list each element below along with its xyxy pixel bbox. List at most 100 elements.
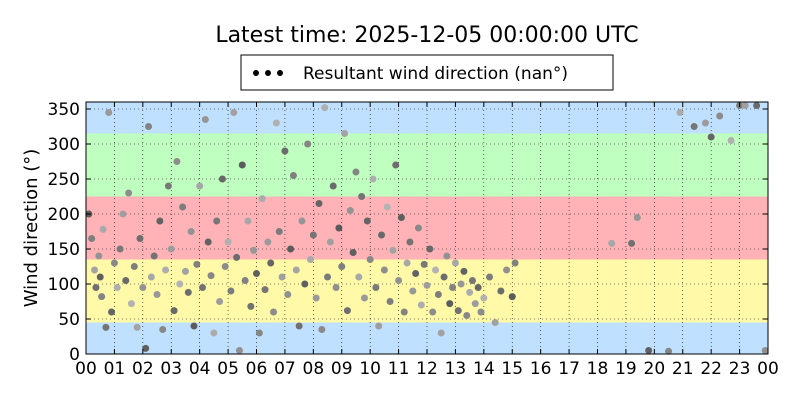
wind-direction-point <box>454 307 462 315</box>
wind-direction-point <box>267 259 275 267</box>
wind-direction-point <box>258 195 266 203</box>
wind-direction-point <box>142 344 150 352</box>
wind-direction-point <box>463 312 471 319</box>
x-tick-label: 02 <box>132 359 154 379</box>
wind-direction-point <box>508 293 516 301</box>
wind-direction-point <box>184 288 192 296</box>
x-tick-label: 07 <box>274 359 296 379</box>
wind-direction-point <box>255 329 263 337</box>
wind-direction-point <box>102 323 110 331</box>
legend-marker-dot <box>265 70 271 76</box>
direction-bands <box>86 102 768 354</box>
wind-direction-point <box>372 284 380 291</box>
wind-direction-point <box>306 256 314 263</box>
wind-direction-point <box>88 235 96 242</box>
wind-direction-point <box>329 182 337 190</box>
wind-direction-point <box>417 301 425 309</box>
wind-direction-point <box>645 347 653 354</box>
legend-marker-dot <box>253 70 259 76</box>
wind-direction-point <box>235 347 243 354</box>
wind-direction-point <box>110 259 118 267</box>
wind-direction-point <box>701 119 709 127</box>
wind-direction-point <box>99 225 107 233</box>
wind-direction-point <box>491 319 499 326</box>
y-tick-label: 100 <box>48 275 80 295</box>
wind-direction-point <box>224 238 232 246</box>
wind-direction-point <box>477 308 485 316</box>
x-tick-label: 09 <box>331 359 353 379</box>
wind-direction-point <box>633 214 641 221</box>
x-tick-label: 13 <box>445 359 467 379</box>
wind-direction-point <box>247 302 255 310</box>
x-tick-label: 22 <box>700 359 722 379</box>
wind-direction-point <box>451 259 459 267</box>
y-tick-label: 150 <box>48 240 80 260</box>
wind-direction-point <box>346 207 354 214</box>
x-tick-label: 21 <box>672 359 694 379</box>
wind-direction-point <box>281 147 289 155</box>
wind-direction-point <box>326 238 334 246</box>
x-tick-label: 12 <box>416 359 438 379</box>
wind-direction-point <box>270 308 278 316</box>
x-tick-label: 11 <box>388 359 410 379</box>
x-tick-label: 18 <box>587 359 609 379</box>
wind-direction-point <box>332 284 340 291</box>
wind-direction-point <box>130 263 138 270</box>
wind-direction-point <box>429 308 437 316</box>
wind-direction-point <box>503 266 511 274</box>
wind-direction-point <box>298 217 306 225</box>
wind-direction-point <box>295 322 303 330</box>
x-tick-label: 20 <box>644 359 666 379</box>
x-tick-label: 14 <box>473 359 495 379</box>
wind-direction-point <box>665 347 673 355</box>
wind-direction-point <box>397 214 405 221</box>
wind-direction-point <box>216 298 224 305</box>
wind-direction-point <box>244 217 252 225</box>
wind-direction-point <box>363 217 371 225</box>
x-tick-label: 23 <box>729 359 751 379</box>
wind-direction-point <box>423 281 431 289</box>
y-tick-label: 50 <box>58 310 80 330</box>
wind-direction-point <box>221 263 229 270</box>
x-axis-ticks: 00 01 02 03 04 05 06 07 08 09 10 11 12 13 14 15 16 17 18 19… <box>75 102 779 379</box>
wind-direction-point <box>312 294 320 302</box>
x-tick-label: 17 <box>558 359 580 379</box>
wind-direction-point <box>309 231 317 239</box>
x-tick-label: 10 <box>359 359 381 379</box>
wind-direction-point <box>349 249 357 256</box>
wind-direction-point <box>196 182 204 190</box>
wind-direction-point <box>98 293 106 301</box>
wind-direction-point <box>261 286 269 294</box>
wind-direction-point <box>409 287 417 295</box>
x-tick-label: 16 <box>530 359 552 379</box>
wind-direction-point <box>468 277 476 284</box>
wind-direction-point <box>420 260 428 268</box>
wind-direction-point <box>375 322 383 330</box>
wind-direction-point <box>272 119 280 127</box>
chart-title: Latest time: 2025-12-05 00:00:00 UTC <box>215 23 638 48</box>
wind-direction-point <box>96 273 104 281</box>
wind-direction-point <box>480 294 488 302</box>
wind-direction-point <box>321 104 329 112</box>
y-tick-label: 250 <box>48 170 80 190</box>
wind-direction-point <box>230 109 238 116</box>
wind-direction-point <box>406 238 414 246</box>
wind-direction-point <box>238 161 246 169</box>
wind-direction-point <box>156 217 164 225</box>
legend: Resultant wind direction (nan°) <box>240 54 614 91</box>
wind-direction-point <box>471 300 479 308</box>
wind-direction-point <box>352 168 360 176</box>
wind-direction-point <box>92 284 100 291</box>
wind-direction-point <box>122 277 130 284</box>
wind-direction-point <box>741 102 749 109</box>
wind-direction-point <box>227 287 235 295</box>
wind-direction-point <box>150 252 158 260</box>
legend-box <box>240 54 614 91</box>
wind-direction-point <box>389 246 397 254</box>
wind-direction-point <box>133 323 141 331</box>
wind-direction-point <box>193 260 201 268</box>
wind-direction-point <box>264 238 272 246</box>
wind-direction-point <box>466 288 474 296</box>
wind-direction-point <box>392 161 400 169</box>
y-tick-label: 200 <box>48 205 80 225</box>
